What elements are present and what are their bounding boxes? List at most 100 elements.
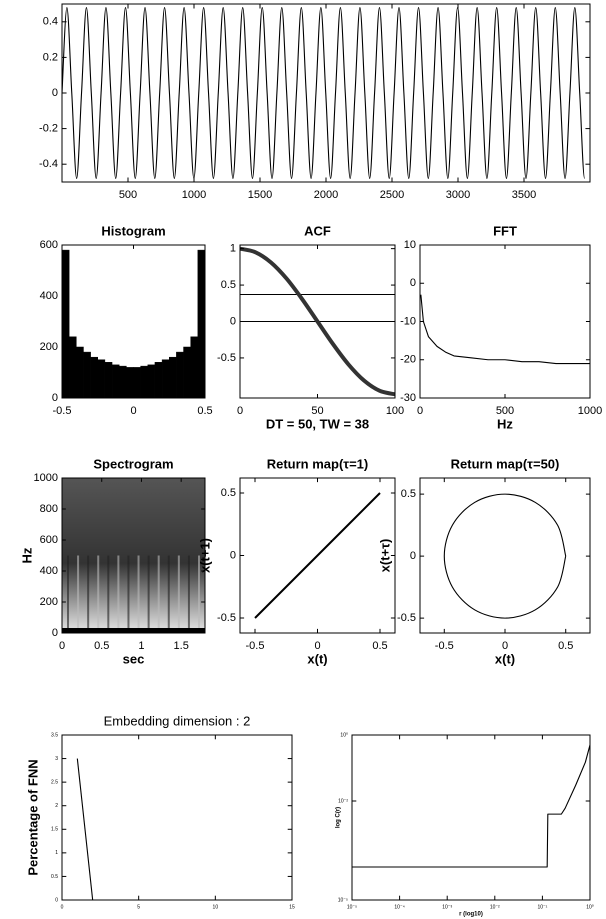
x-tick-label: 0 — [130, 405, 136, 417]
y-tick-label: 0.5 — [221, 279, 236, 291]
y-tick-label: 400 — [40, 290, 58, 302]
chart-title: Spectrogram — [93, 456, 173, 471]
y-axis-label: log C(r) — [336, 807, 342, 828]
plot — [443, 493, 567, 619]
spectrogram-base — [62, 628, 205, 633]
y-tick-label: 200 — [40, 341, 58, 353]
y-tick-label: 200 — [40, 596, 58, 608]
y-tick-label: 0 — [55, 897, 58, 903]
histogram-bar — [111, 364, 120, 398]
x-tick-label: 3000 — [446, 189, 470, 201]
histogram-bar — [68, 336, 77, 398]
plot-area — [352, 735, 590, 900]
x-tick-label: 50 — [311, 405, 323, 417]
x-tick-label: 10⁻⁴ — [394, 904, 404, 910]
panel: 500 1000 1500 2000 2500 3000 3500 0.4 0.2 0 -0.2 -0… — [39, 3, 591, 201]
y-tick-label: -0.5 — [397, 612, 416, 624]
panel: 0 500 1000 10 0 -10 -20 -30 FFT Hz — [400, 223, 602, 431]
y-tick-label: 10⁻⁵ — [338, 897, 348, 903]
y-tick-label: 400 — [40, 565, 58, 577]
data-line — [76, 758, 94, 900]
data-line — [62, 7, 586, 179]
x-tick-label: 3500 — [512, 189, 536, 201]
y-axis-label: Percentage of FNN — [25, 759, 40, 875]
panel: -0.5 0 0.5 0.5 0 -0.5 Return map(τ=1) x(t) x(t+1… — [197, 456, 396, 666]
y-tick-label: 2 — [55, 803, 58, 809]
y-tick-label: 600 — [40, 534, 58, 546]
y-tick-label: 0.5 — [221, 487, 236, 499]
panel: 10⁻⁵ 10⁻⁴ 10⁻³ 10⁻² 10⁻¹ 10⁰ 10⁻⁵ 10⁻² 10⁰ r (log… — [336, 732, 594, 917]
y-tick-label: 1.5 — [51, 827, 58, 833]
panel: 0 50 100 1 0.5 0 -0.5 ACF DT = 50, TW = 38 — [217, 223, 404, 431]
plot — [62, 249, 205, 398]
y-tick-label: 0 — [230, 315, 236, 327]
plot — [62, 7, 586, 179]
y-tick-label: 800 — [40, 503, 58, 515]
histogram-bar — [183, 346, 191, 398]
y-tick-label: -30 — [400, 392, 416, 404]
x-axis-label: sec — [123, 651, 145, 666]
data-line — [420, 294, 590, 365]
y-tick-label: 0 — [410, 277, 416, 289]
chart-title: FFT — [493, 223, 517, 238]
x-tick-label: 10⁰ — [586, 904, 594, 910]
y-tick-label: -0.5 — [217, 612, 236, 624]
plot — [352, 744, 590, 868]
histogram-bar — [62, 249, 70, 398]
spectrogram-image — [62, 478, 205, 633]
x-tick-label: 15 — [289, 904, 295, 910]
data-line — [254, 492, 381, 619]
x-tick-label: 100 — [386, 405, 404, 417]
x-tick-label: -0.5 — [53, 405, 72, 417]
x-tick-label: 10⁻¹ — [537, 904, 547, 910]
x-tick-label: 10⁻⁵ — [347, 904, 357, 910]
x-tick-label: 5 — [137, 904, 140, 910]
histogram-bar — [76, 346, 84, 398]
x-axis-label: Hz — [497, 416, 513, 431]
histogram-bar — [118, 365, 127, 398]
y-tick-label: 600 — [40, 239, 58, 251]
panel: 0 5 10 15 0 0.5 1 1.5 2 2.5 3 3.5 Embedding dimensio… — [25, 713, 295, 919]
chart-title: Embedding dimension : 2 — [104, 713, 251, 728]
y-tick-label: 1 — [230, 243, 236, 255]
x-tick-label: 0.5 — [372, 640, 387, 652]
y-tick-label: 0 — [230, 549, 236, 561]
x-tick-label: 10⁻² — [490, 904, 500, 910]
y-tick-label: -0.4 — [39, 158, 58, 170]
panel: 0 0.5 1 1.5 0 200 400 600 800 1000 Spectrogram sec H… — [19, 456, 206, 666]
x-tick-label: 0.5 — [94, 640, 109, 652]
x-tick-label: 1000 — [578, 405, 602, 417]
y-tick-label: 1000 — [34, 472, 58, 484]
chart-title: Histogram — [101, 223, 165, 238]
y-tick-label: 3.5 — [51, 732, 58, 738]
histogram-bar — [154, 362, 163, 398]
histogram-bar — [176, 351, 184, 398]
x-tick-label: 0 — [314, 640, 320, 652]
y-tick-label: 10 — [404, 239, 416, 251]
plot-area — [62, 735, 292, 900]
plot — [240, 246, 395, 397]
x-tick-label: 1 — [138, 640, 144, 652]
y-tick-label: 2.5 — [51, 779, 58, 785]
x-axis-label: x(t) — [495, 651, 515, 666]
y-tick-label: 0.4 — [43, 16, 58, 28]
y-tick-label: 3 — [55, 756, 58, 762]
y-tick-label: 0 — [52, 87, 58, 99]
plot — [420, 294, 590, 365]
data-line — [240, 246, 395, 397]
y-tick-label: 0 — [52, 392, 58, 404]
x-tick-label: 1000 — [182, 189, 206, 201]
y-tick-label: 0 — [52, 627, 58, 639]
y-tick-label: -0.2 — [39, 123, 58, 135]
y-axis-label: Hz — [19, 547, 34, 563]
x-tick-label: 0 — [61, 904, 64, 910]
x-axis-label: x(t) — [307, 651, 327, 666]
y-tick-label: -20 — [400, 354, 416, 366]
x-tick-label: -0.5 — [435, 640, 454, 652]
plot-area — [420, 478, 590, 633]
annotation: DT = 50, TW = 38 — [266, 416, 369, 431]
x-tick-label: 1.5 — [174, 640, 189, 652]
y-tick-label: 10⁰ — [340, 732, 348, 738]
